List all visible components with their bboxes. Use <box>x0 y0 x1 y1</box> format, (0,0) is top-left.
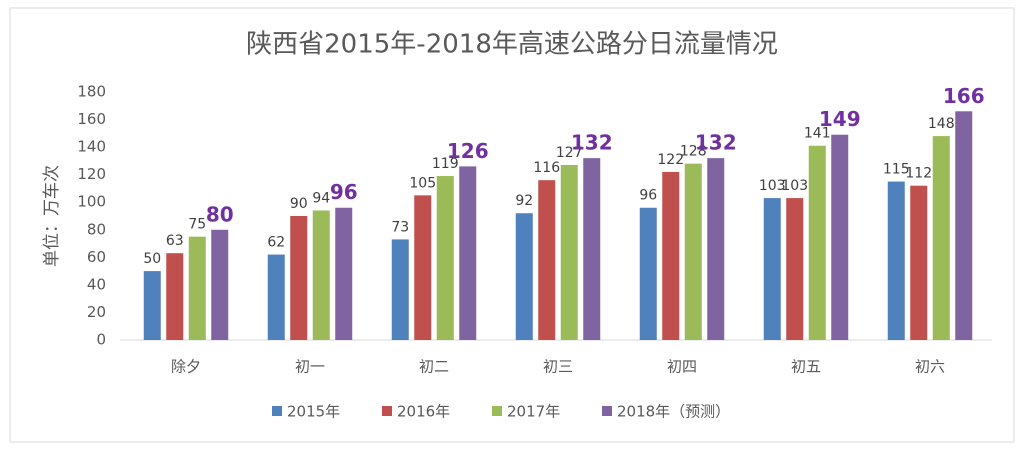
legend-label: 2015年 <box>287 403 340 421</box>
bar <box>932 136 950 340</box>
value-label: 119 <box>432 156 459 172</box>
value-label: 105 <box>409 175 436 191</box>
bar <box>538 180 556 340</box>
bar <box>831 134 849 340</box>
value-label: 80 <box>206 202 234 226</box>
legend-label: 2017年 <box>507 403 560 421</box>
bar <box>763 198 781 340</box>
value-label: 112 <box>905 166 932 182</box>
y-tick-label: 120 <box>77 165 106 183</box>
y-tick-label: 0 <box>96 331 106 349</box>
legend-swatch <box>602 406 612 416</box>
bar <box>335 207 353 340</box>
bar <box>188 236 206 340</box>
chart-title: 陕西省2015年-2018年高速公路分日流量情况 <box>246 30 778 60</box>
bar <box>312 210 330 340</box>
bar <box>887 181 905 340</box>
value-label: 141 <box>804 126 831 142</box>
bar <box>639 207 657 340</box>
x-tick-label: 初三 <box>543 358 573 376</box>
bar <box>808 145 826 340</box>
y-axis-title: 单位：万车次 <box>42 165 62 267</box>
value-label: 128 <box>680 144 707 160</box>
bar <box>290 216 308 340</box>
value-label: 126 <box>447 139 489 163</box>
value-label: 116 <box>533 160 560 176</box>
y-tick-label: 20 <box>87 303 106 321</box>
value-label: 132 <box>571 131 613 155</box>
value-label: 62 <box>267 235 285 251</box>
bar <box>436 176 454 340</box>
value-label: 115 <box>883 162 910 178</box>
y-tick-label: 80 <box>87 220 106 238</box>
value-label: 122 <box>657 152 684 168</box>
bar <box>166 253 184 340</box>
legend-label: 2018年（预测） <box>617 403 730 421</box>
bar <box>560 165 578 340</box>
value-label: 103 <box>781 178 808 194</box>
bar <box>662 171 680 340</box>
bar <box>707 158 725 340</box>
value-label: 103 <box>759 178 786 194</box>
bar <box>583 158 601 340</box>
bar <box>684 163 702 340</box>
x-tick-label: 初四 <box>667 358 697 376</box>
value-label: 127 <box>556 145 583 161</box>
value-label: 92 <box>515 193 533 209</box>
bar <box>391 239 409 340</box>
chart-border <box>9 7 1015 443</box>
bar <box>211 229 229 340</box>
legend-swatch <box>272 406 282 416</box>
bar <box>955 111 973 341</box>
bar <box>143 271 161 340</box>
y-tick-label: 180 <box>77 83 106 101</box>
y-tick-label: 40 <box>87 275 106 293</box>
bar <box>786 198 804 340</box>
value-label: 90 <box>290 196 308 212</box>
value-label: 96 <box>639 188 657 204</box>
legend-label: 2016年 <box>397 403 450 421</box>
x-tick-label: 初一 <box>295 358 325 376</box>
legend-swatch <box>492 406 502 416</box>
value-label: 148 <box>928 116 955 132</box>
bar <box>515 213 533 340</box>
value-label: 94 <box>312 190 330 206</box>
value-label: 50 <box>143 251 161 267</box>
value-label: 149 <box>819 107 861 131</box>
value-label: 96 <box>330 180 358 204</box>
value-label: 75 <box>188 217 206 233</box>
bar <box>267 254 285 340</box>
y-tick-label: 160 <box>77 110 106 128</box>
value-label: 63 <box>166 233 184 249</box>
x-tick-label: 初二 <box>419 358 449 376</box>
y-tick-label: 100 <box>77 193 106 211</box>
legend-swatch <box>382 406 392 416</box>
x-tick-label: 初五 <box>791 358 821 376</box>
y-tick-label: 140 <box>77 138 106 156</box>
y-tick-label: 60 <box>87 248 106 266</box>
bar <box>459 166 477 340</box>
x-tick-label: 初六 <box>915 358 945 376</box>
value-label: 132 <box>695 131 737 155</box>
value-label: 166 <box>943 84 985 108</box>
value-label: 73 <box>391 219 409 235</box>
bar <box>414 195 432 340</box>
x-tick-label: 除夕 <box>171 358 201 376</box>
bar <box>910 185 928 340</box>
